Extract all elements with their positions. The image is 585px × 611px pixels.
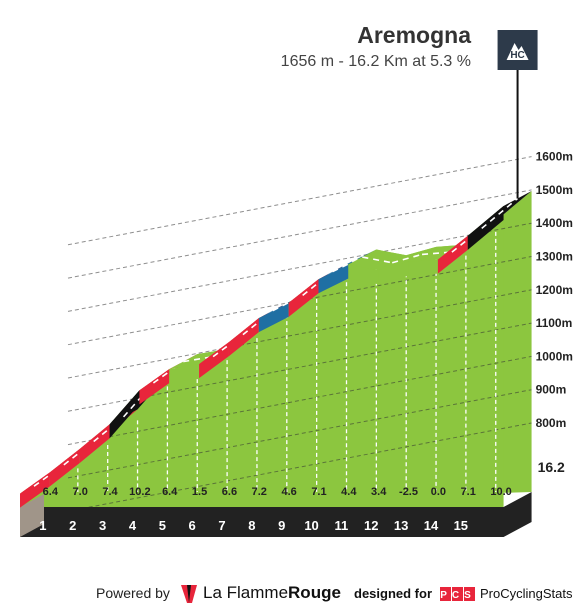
km-label: 14 [424, 518, 439, 533]
km-label: 2 [69, 518, 76, 533]
road-center-line [481, 197, 519, 230]
y-tick-label: 1600m [536, 150, 573, 164]
km-label: 5 [159, 518, 166, 533]
road-segment-front [20, 472, 50, 508]
designed-for-label: designed for [354, 586, 433, 601]
y-tick-label: 1100m [536, 316, 573, 330]
road-segment-front [139, 369, 170, 405]
gradient-label: 6.6 [222, 486, 237, 498]
climb-stats: 1656 m - 16.2 Km at 5.3 % [280, 53, 471, 70]
km-labels: 1 2 3 4 5 6 7 8 9 10 11 12 13 14 15 [39, 518, 468, 533]
road-segment-front [109, 390, 140, 439]
y-gridline [67, 289, 532, 379]
gradient-label: 6.4 [43, 486, 59, 498]
road-segment-front [258, 302, 289, 333]
y-gridline [67, 389, 532, 479]
y-tick-label: 800m [536, 416, 567, 430]
climb-title: Aremogna [357, 22, 471, 48]
km-label: 10 [304, 518, 318, 533]
y-tick-label: 900m [536, 383, 567, 397]
gradient-label: 0.0 [431, 486, 446, 498]
distance-axis-band [20, 492, 532, 537]
pcs-logo-text: PCS [440, 590, 476, 601]
km-label: 6 [189, 518, 196, 533]
gradient-label: 7.1 [311, 486, 326, 498]
y-tick-label: 1000m [536, 349, 573, 363]
gradient-labels: 6.4 7.0 7.4 10.2 6.4 1.5 6.6 7.2 4.6 7.1 4.4 3.4 -2.… [43, 486, 512, 498]
km-marker-lines [77, 231, 497, 492]
km-label: 1 [39, 518, 46, 533]
base-left-face [20, 494, 44, 537]
pcs-logo-icon: PCS [440, 587, 476, 601]
y-gridline [67, 422, 532, 512]
gradient-label: 10.0 [490, 486, 511, 498]
brand-part-flamme: La Flamme [203, 583, 289, 602]
km-label: 4 [129, 518, 137, 533]
summit-marker: HC [497, 30, 538, 199]
powered-by-label: Powered by [96, 585, 170, 601]
road-center-line [391, 253, 423, 264]
gradient-road-strip [20, 190, 532, 508]
road-center-line [362, 256, 393, 264]
la-flamme-rouge-logo-icon [181, 585, 197, 603]
y-tick-label: 1500m [536, 183, 573, 197]
road-center-line [332, 256, 363, 273]
road-segment-front [378, 261, 409, 285]
km-label: 7 [218, 518, 225, 533]
y-gridline [67, 355, 532, 446]
km-label: 12 [364, 518, 378, 533]
km-label: 11 [335, 518, 349, 533]
brand-part-rouge: Rouge [288, 583, 341, 602]
y-tick-label: 1300m [536, 250, 573, 264]
road-segment-front [49, 449, 80, 487]
gradient-label: -2.5 [399, 486, 418, 498]
km-label: 8 [248, 518, 255, 533]
gradient-label: 4.4 [341, 486, 357, 498]
procyclingstats-brand[interactable]: ProCyclingStats [480, 586, 573, 601]
distance-axis-band-shape [20, 492, 532, 537]
gradient-label: 4.6 [281, 486, 296, 498]
gradient-label: 7.0 [73, 486, 88, 498]
gradient-label: 10.2 [129, 486, 150, 498]
gradient-label: 7.1 [461, 486, 476, 498]
road-segment-front [199, 342, 229, 379]
km-label: 9 [278, 518, 285, 533]
y-axis-ticks: 800m 900m 1000m 1100m 1200m 1300m 1400m 1500m 16… [67, 150, 573, 512]
y-gridline [67, 156, 532, 246]
y-gridline [67, 189, 532, 279]
road-center-line [183, 355, 214, 363]
km-label: 15 [454, 518, 468, 533]
y-tick-label: 1200m [536, 283, 573, 297]
mountain-icon [506, 43, 529, 60]
road-segment-front [288, 279, 319, 317]
road-segment-front [467, 205, 504, 250]
gradient-label: 6.4 [162, 486, 178, 498]
road-segment-front [408, 259, 438, 276]
gradient-label: 3.4 [371, 486, 387, 498]
road-segment-front [437, 235, 468, 274]
km-label: 3 [99, 518, 106, 533]
gradient-label: 7.2 [252, 486, 267, 498]
y-gridline [67, 222, 532, 312]
la-flamme-rouge-brand[interactable]: La FlammeRouge [203, 583, 341, 603]
road-segment-front [348, 264, 379, 285]
km-label: 13 [394, 518, 408, 533]
road-segment-front [169, 364, 200, 384]
gradient-label: 1.5 [192, 486, 207, 498]
road-segment-front [318, 264, 349, 294]
y-gridline [67, 256, 532, 346]
total-distance-label: 16.2 [538, 459, 565, 475]
y-tick-label: 1400m [536, 216, 573, 230]
category-badge-label: HC [510, 50, 524, 61]
gradient-label: 7.4 [102, 486, 118, 498]
road-segment-front [228, 318, 259, 357]
